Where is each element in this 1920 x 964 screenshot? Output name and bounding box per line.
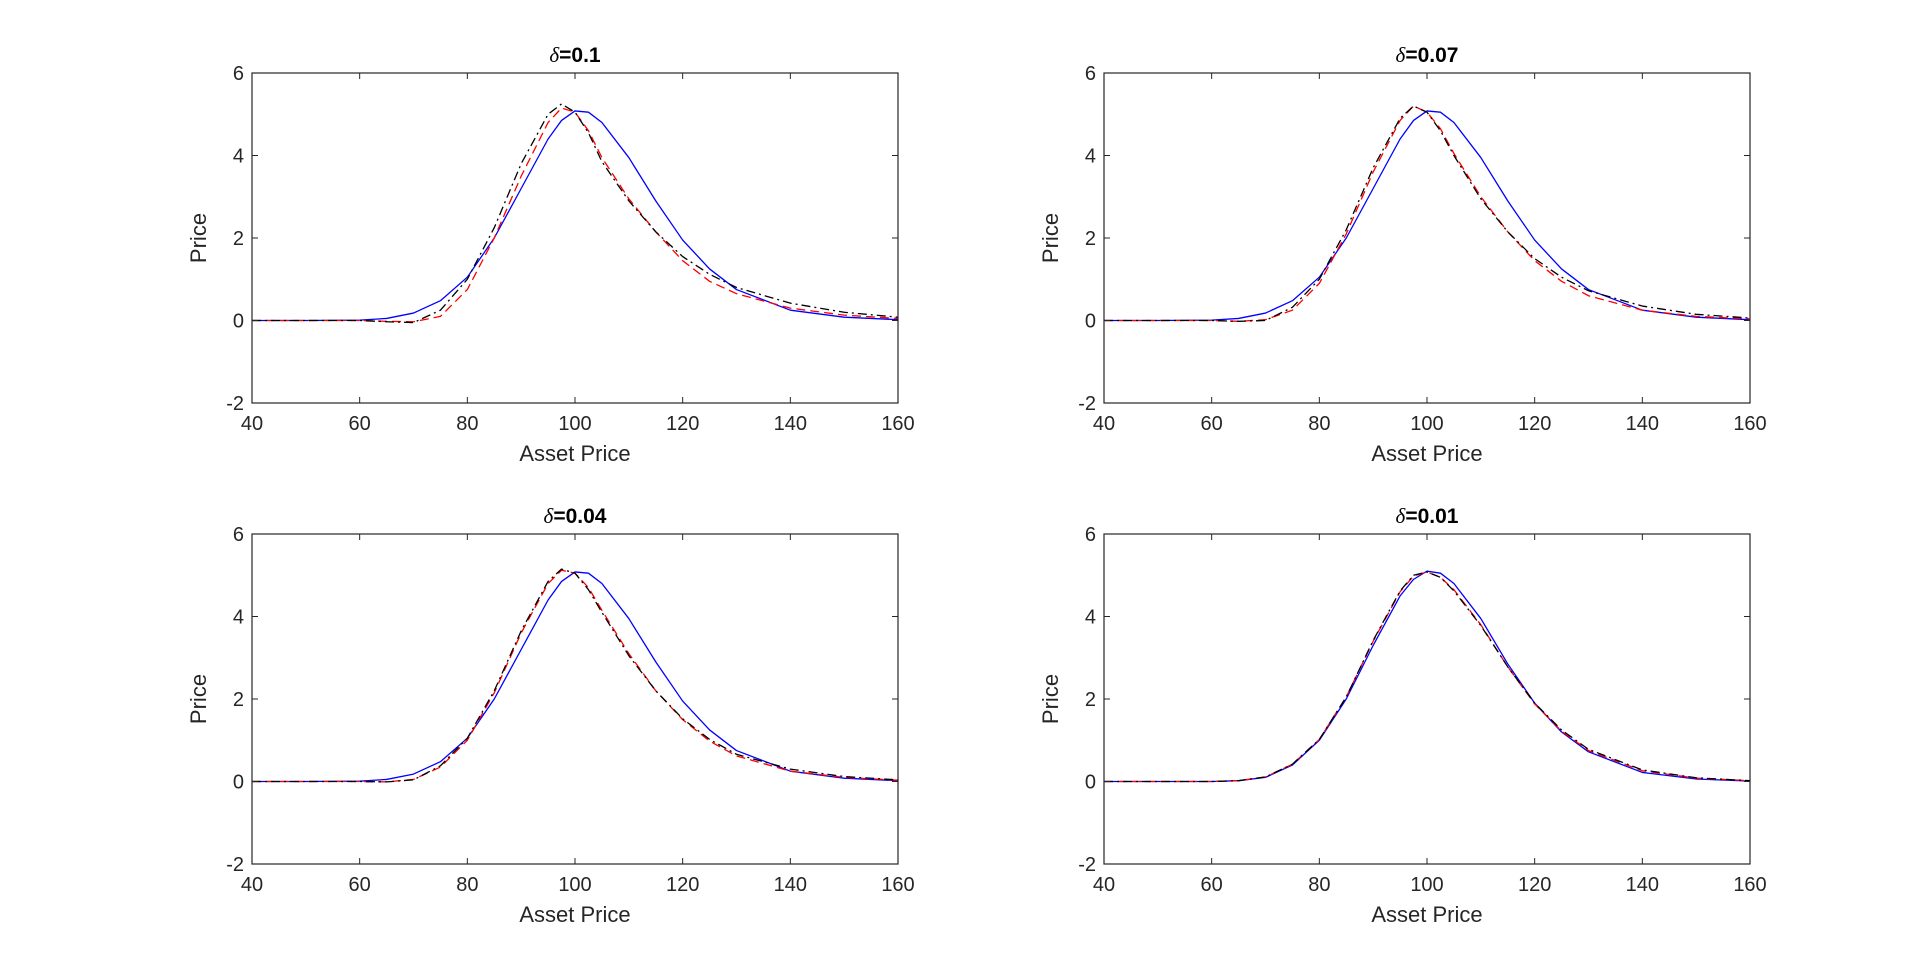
x-axis-label: Asset Price (519, 902, 630, 927)
series-line-black-dashdot (252, 568, 898, 783)
y-tick-label: 0 (233, 772, 244, 794)
x-tick-label: 160 (1733, 413, 1766, 435)
plot-area (1104, 73, 1750, 403)
y-axis-label: Price (1038, 213, 1063, 263)
title-value: =0.04 (553, 505, 606, 528)
x-tick-label: 120 (1518, 874, 1551, 896)
y-axis-label: Price (186, 674, 211, 724)
title-value: =0.07 (1405, 44, 1458, 67)
y-tick-label: 2 (1085, 689, 1096, 711)
x-tick-label: 80 (456, 874, 478, 896)
y-tick-label: 6 (1085, 63, 1096, 85)
x-axis-label: Asset Price (519, 441, 630, 466)
subplot-1: 40 60 80 100 120 140 160 -2 0 2 4 6 Asset Price Price… (186, 43, 915, 466)
title-symbol: δ (1396, 504, 1407, 528)
y-tick-label: 4 (1085, 146, 1096, 168)
series-line-red-dashed (252, 107, 898, 323)
subplot-2: 40 60 80 100 120 140 160 -2 0 2 4 6 Asset Price Price… (1038, 43, 1767, 466)
title-value: =0.1 (559, 44, 601, 67)
title-symbol: δ (1396, 43, 1407, 67)
x-tick-label: 160 (881, 413, 914, 435)
y-tick-label: 6 (233, 63, 244, 85)
y-tick-label: 2 (233, 228, 244, 250)
x-tick-label: 40 (241, 413, 263, 435)
x-axis-label: Asset Price (1371, 902, 1482, 927)
y-axis-label: Price (186, 213, 211, 263)
series-line-blue-solid (1104, 110, 1750, 322)
series-line-red-dashed (252, 569, 898, 783)
y-tick-label: 4 (233, 607, 244, 629)
x-tick-label: 140 (774, 874, 807, 896)
y-tick-label: 2 (233, 689, 244, 711)
x-tick-label: 40 (1093, 413, 1115, 435)
x-tick-label: 100 (1410, 413, 1443, 435)
x-tick-label: 140 (1626, 874, 1659, 896)
y-tick-label: -2 (226, 854, 244, 876)
y-axis-label: Price (1038, 674, 1063, 724)
x-tick-label: 60 (1201, 413, 1223, 435)
title-symbol: δ (549, 43, 560, 67)
x-tick-label: 40 (241, 874, 263, 896)
y-tick-label: -2 (1078, 393, 1096, 415)
x-tick-label: 80 (1308, 874, 1330, 896)
x-tick-label: 40 (1093, 874, 1115, 896)
plot-area (252, 73, 898, 403)
y-tick-label: 0 (1085, 772, 1096, 794)
x-tick-label: 120 (1518, 413, 1551, 435)
x-tick-label: 120 (666, 413, 699, 435)
title-symbol: δ (544, 504, 555, 528)
plot-area (1104, 534, 1750, 864)
chart-title: δ=0.07 (1396, 43, 1459, 67)
plot-area (252, 534, 898, 864)
series-line-red-dashed (1104, 105, 1750, 322)
x-tick-label: 160 (881, 874, 914, 896)
subplot-4: 40 60 80 100 120 140 160 -2 0 2 4 6 Asset Price Price… (1038, 504, 1767, 927)
x-tick-label: 100 (558, 874, 591, 896)
series-line-blue-solid (252, 571, 898, 783)
series-line-black-dashdot (1104, 571, 1750, 783)
title-value: =0.01 (1405, 505, 1458, 528)
y-tick-label: -2 (1078, 854, 1096, 876)
chart-title: δ=0.01 (1396, 504, 1459, 528)
x-tick-label: 100 (1410, 874, 1443, 896)
x-tick-label: 60 (1201, 874, 1223, 896)
x-axis-label: Asset Price (1371, 441, 1482, 466)
x-tick-label: 140 (1626, 413, 1659, 435)
x-tick-label: 160 (1733, 874, 1766, 896)
series-line-black-dashdot (252, 103, 898, 324)
y-tick-label: 6 (1085, 524, 1096, 546)
x-tick-label: 80 (1308, 413, 1330, 435)
y-tick-label: 2 (1085, 228, 1096, 250)
x-tick-label: 100 (558, 413, 591, 435)
y-tick-label: 0 (233, 311, 244, 333)
y-tick-label: 4 (233, 146, 244, 168)
chart-title: δ=0.04 (544, 504, 607, 528)
x-tick-label: 80 (456, 413, 478, 435)
chart-title: δ=0.1 (549, 43, 601, 67)
x-tick-label: 60 (349, 413, 371, 435)
x-tick-label: 140 (774, 413, 807, 435)
x-tick-label: 120 (666, 874, 699, 896)
y-tick-label: -2 (226, 393, 244, 415)
series-line-blue-solid (252, 110, 898, 322)
subplot-3: 40 60 80 100 120 140 160 -2 0 2 4 6 Asset Price Price… (186, 504, 915, 927)
x-tick-label: 60 (349, 874, 371, 896)
y-tick-label: 4 (1085, 607, 1096, 629)
y-tick-label: 6 (233, 524, 244, 546)
y-tick-label: 0 (1085, 311, 1096, 333)
